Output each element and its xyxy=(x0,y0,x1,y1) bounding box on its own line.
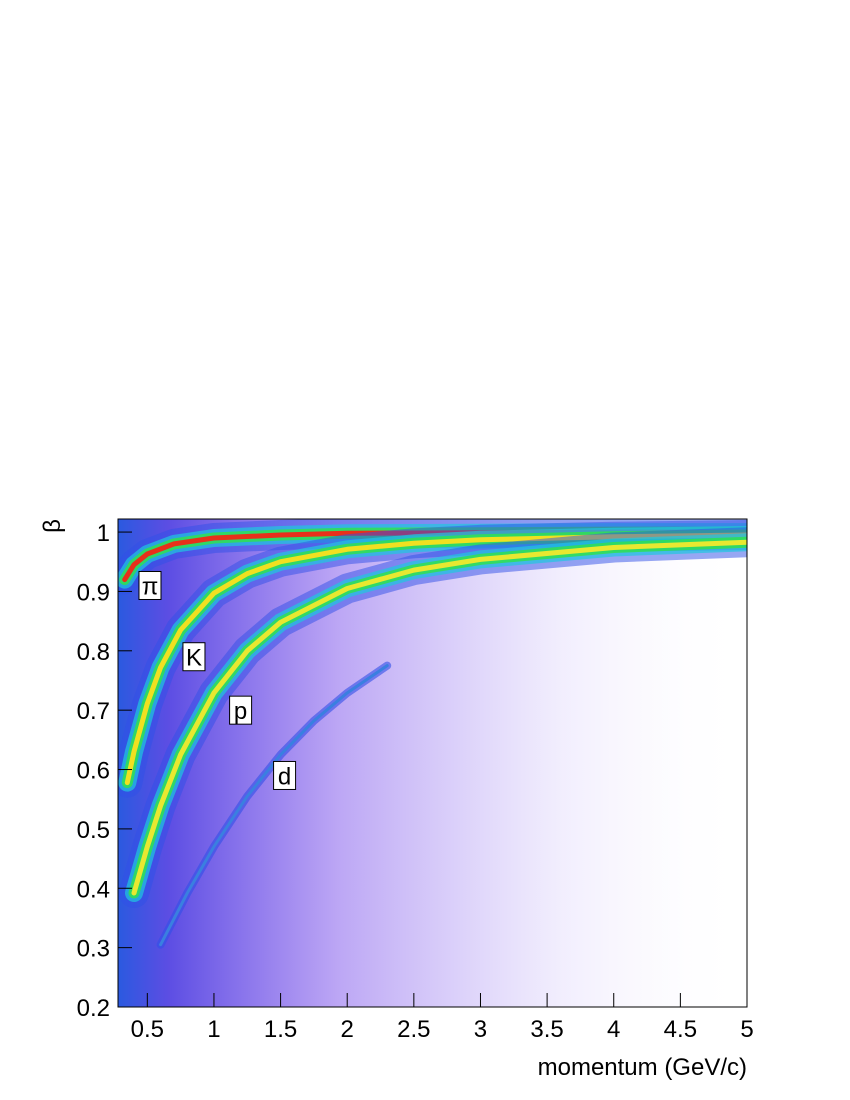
y-tick-label: 0.5 xyxy=(77,817,110,844)
annotation-box xyxy=(229,695,253,725)
density-band xyxy=(159,664,389,947)
x-tick-label: 2 xyxy=(341,1016,354,1043)
density-band xyxy=(124,532,747,786)
plot-frame xyxy=(117,518,748,1008)
x-tick-label: 4 xyxy=(607,1016,620,1043)
x-tick-label: 2.5 xyxy=(397,1016,430,1043)
x-tick-label: 5 xyxy=(740,1016,753,1043)
y-tick-label: 0.3 xyxy=(77,936,110,963)
y-tick-label: 0.2 xyxy=(77,995,110,1022)
density-band xyxy=(131,539,747,896)
x-tick-label: 1 xyxy=(207,1016,220,1043)
x-tick-label: 4.5 xyxy=(664,1016,697,1043)
y-tick-label: 0.4 xyxy=(77,876,110,903)
x-axis-label: momentum (GeV/c) xyxy=(538,1054,747,1081)
x-tick-label: 3 xyxy=(474,1016,487,1043)
x-tick-label: 3.5 xyxy=(530,1016,563,1043)
y-tick-label: 0.9 xyxy=(77,579,110,606)
annotation: p xyxy=(234,698,247,725)
y-axis-label: β xyxy=(39,519,66,533)
annotation: π xyxy=(142,573,159,600)
annotation: d xyxy=(278,763,291,790)
annotation-box xyxy=(138,570,162,600)
annotation-box xyxy=(182,642,206,672)
x-tick-label: 0.5 xyxy=(131,1016,164,1043)
y-tick-label: 1 xyxy=(97,520,110,547)
y-tick-label: 0.6 xyxy=(77,758,110,785)
x-tick-label: 1.5 xyxy=(264,1016,297,1043)
y-tick-label: 0.7 xyxy=(77,698,110,725)
y-tick-label: 0.8 xyxy=(77,639,110,666)
annotation-box xyxy=(273,760,297,790)
annotation: K xyxy=(186,645,202,672)
